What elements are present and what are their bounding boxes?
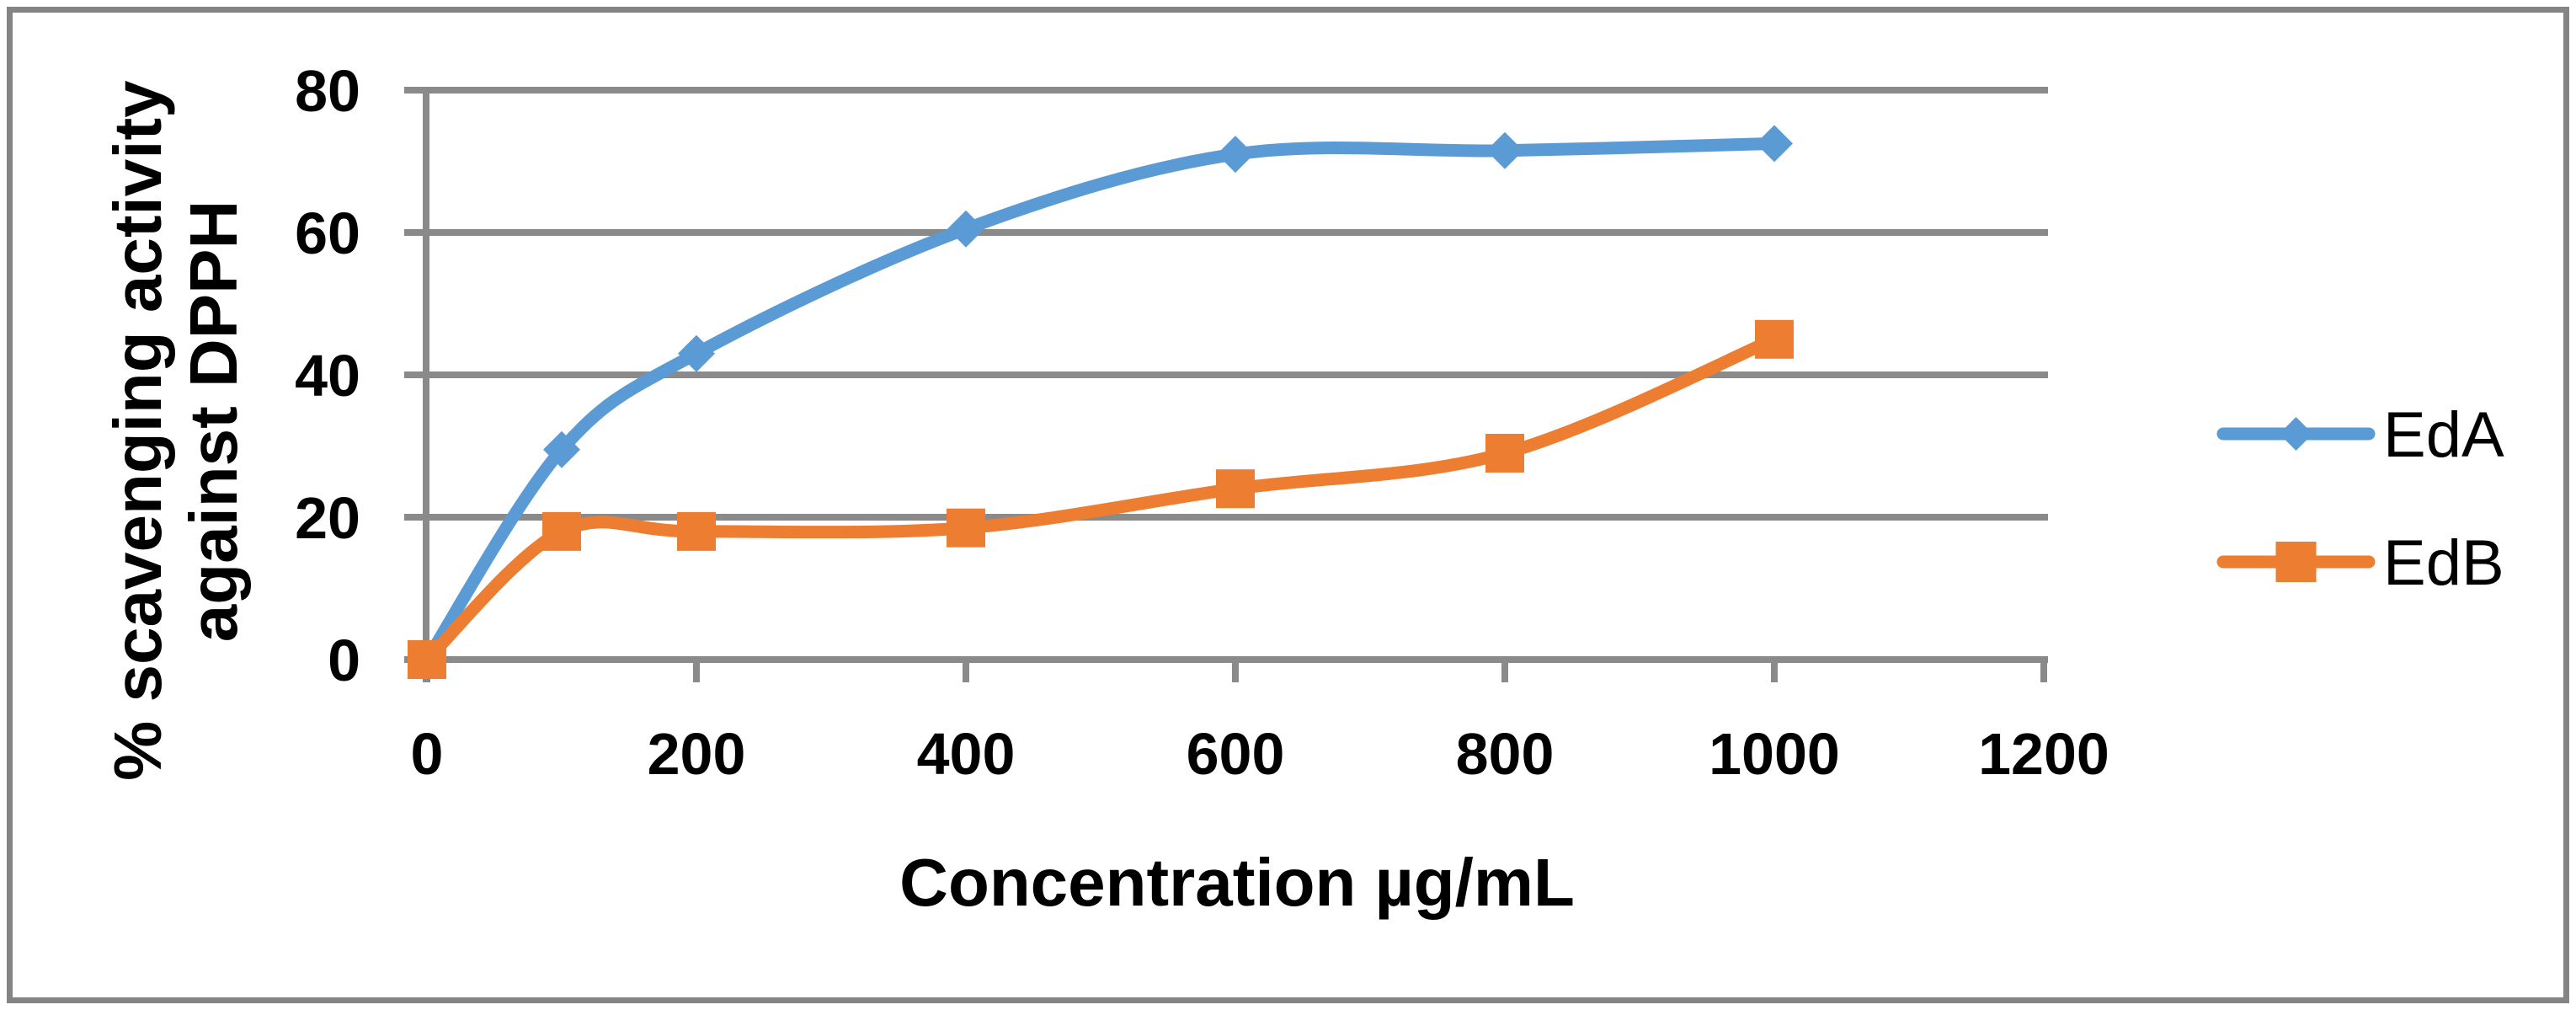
legend-label-EdA: EdA <box>2383 399 2504 471</box>
marker-EdA-400 <box>947 210 984 248</box>
y-tick-label-80: 80 <box>295 58 360 124</box>
marker-EdB-1000 <box>1755 319 1794 359</box>
marker-EdA-200 <box>678 334 715 372</box>
legend-item-EdA: EdA <box>2216 399 2504 471</box>
marker-EdB-800 <box>1485 434 1524 473</box>
marker-EdB-100 <box>542 511 581 551</box>
legend-label-EdB: EdB <box>2383 527 2504 599</box>
marker-EdA-800 <box>1486 131 1523 169</box>
marker-EdA-1000 <box>1756 125 1793 163</box>
marker-EdB-400 <box>947 508 985 548</box>
y-axis-title-line2: against DPPH <box>176 200 251 643</box>
x-axis-title: Concentration µg/mL <box>899 845 1575 920</box>
x-tick-label-0: 0 <box>411 721 444 787</box>
marker-EdB-600 <box>1216 469 1255 509</box>
series-group <box>408 125 1794 679</box>
y-axis-title-line1: % scavenging activity <box>100 80 175 781</box>
y-tick-label-0: 0 <box>328 628 360 693</box>
legend-marker-EdA <box>2279 417 2313 451</box>
x-tick-label-1200: 1200 <box>1978 721 2109 787</box>
legend-item-EdB: EdB <box>2216 527 2504 599</box>
marker-EdA-600 <box>1217 136 1254 174</box>
x-tick-label-1000: 1000 <box>1709 721 1840 787</box>
marker-EdB-0 <box>408 640 446 679</box>
legend-marker-EdB <box>2275 542 2317 582</box>
legend: EdA EdB <box>2216 399 2504 599</box>
marker-EdA-100 <box>543 430 580 468</box>
x-tick-label-600: 600 <box>1187 721 1285 787</box>
y-tick-label-20: 20 <box>295 485 360 551</box>
y-tick-label-40: 40 <box>295 343 360 409</box>
marker-EdB-200 <box>677 511 716 551</box>
chart-border <box>7 7 2569 1003</box>
x-tick-label-800: 800 <box>1456 721 1555 787</box>
y-axis-title: % scavenging activity against DPPH <box>100 61 251 781</box>
x-tick-label-200: 200 <box>648 721 746 787</box>
y-tick-label-60: 60 <box>295 200 360 266</box>
x-tick-label-400: 400 <box>917 721 1016 787</box>
